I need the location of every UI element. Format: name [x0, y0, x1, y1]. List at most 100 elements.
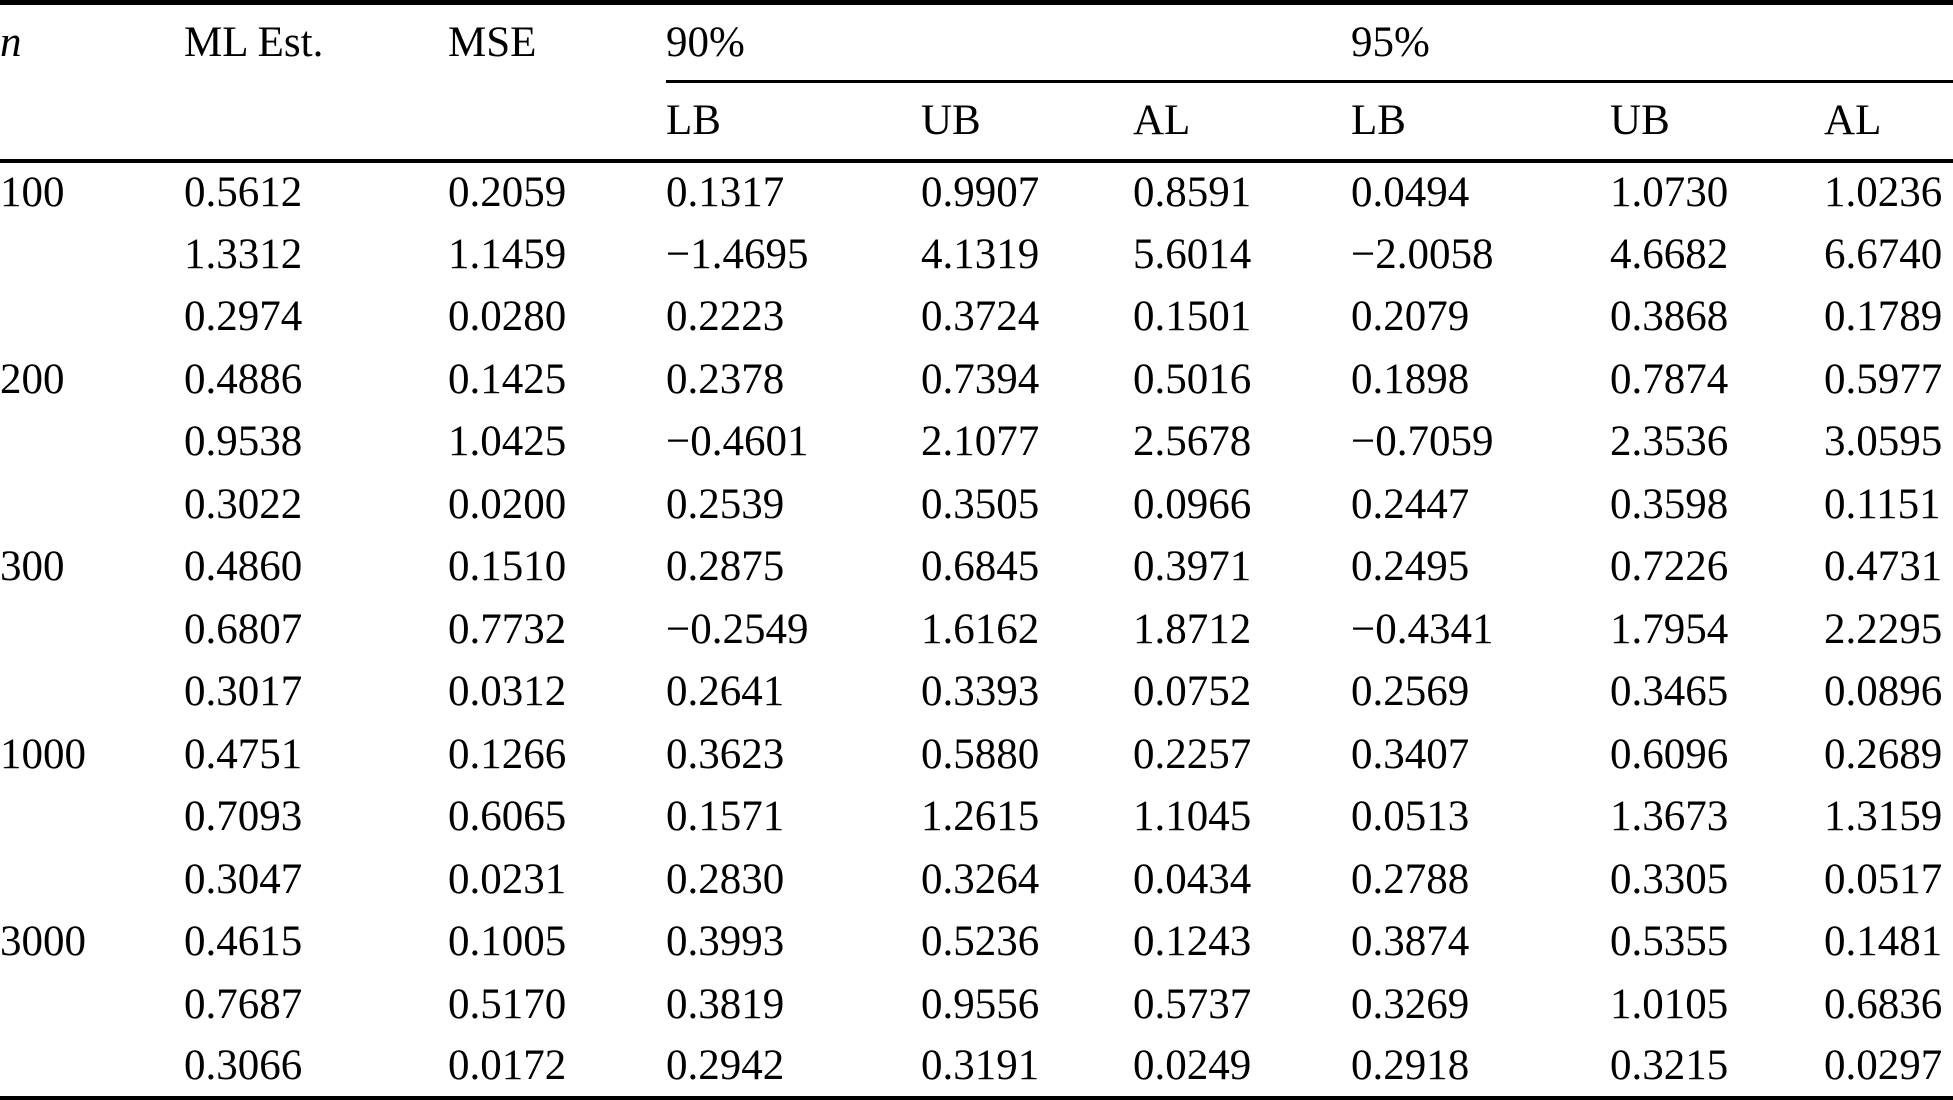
cell-95-lb: 0.2918 — [1351, 1042, 1470, 1090]
cell-mse: 0.0231 — [448, 855, 567, 903]
cell-90-al: 0.0434 — [1133, 855, 1252, 903]
cell-mse: 0.0280 — [448, 293, 567, 341]
cell-90-ub: 0.9907 — [921, 169, 1040, 217]
cell-90-lb: 0.1571 — [666, 793, 785, 841]
cell-90-ub: 0.3393 — [921, 668, 1040, 716]
table-row: 300 0.4860 0.1510 0.2875 0.6845 0.3971 0… — [0, 536, 1953, 599]
cell-90-al: 2.5678 — [1133, 418, 1252, 466]
cell-n: 100 — [0, 169, 65, 217]
cell-ml-est: 0.4615 — [184, 918, 303, 966]
cell-90-lb: 0.2378 — [666, 355, 785, 403]
cell-n — [0, 1036, 184, 1099]
cell-ml-est: 0.7093 — [184, 793, 303, 841]
cell-90-lb: 0.2875 — [666, 543, 785, 591]
column-header-mse: MSE — [448, 2, 666, 163]
cell-95-ub: 1.3673 — [1610, 793, 1729, 841]
cell-n — [0, 848, 184, 911]
cell-95-al: 0.1481 — [1824, 918, 1943, 966]
cell-95-al: 0.4731 — [1824, 543, 1943, 591]
table-row: 0.2974 0.0280 0.2223 0.3724 0.1501 0.207… — [0, 286, 1953, 349]
cell-90-ub: 2.1077 — [921, 418, 1040, 466]
table-body: 100 0.5612 0.2059 0.1317 0.9907 0.8591 0… — [0, 161, 1953, 1099]
cell-90-al: 0.5737 — [1133, 980, 1252, 1028]
cell-95-lb: 0.0513 — [1351, 793, 1470, 841]
table-row: 200 0.4886 0.1425 0.2378 0.7394 0.5016 0… — [0, 348, 1953, 411]
cell-90-al: 0.0752 — [1133, 668, 1252, 716]
cell-mse: 0.1510 — [448, 543, 567, 591]
cell-90-ub: 0.5236 — [921, 918, 1040, 966]
cell-95-ub: 1.7954 — [1610, 605, 1729, 653]
cell-ml-est: 0.4886 — [184, 355, 303, 403]
table-row: 1000 0.4751 0.1266 0.3623 0.5880 0.2257 … — [0, 723, 1953, 786]
cell-90-ub: 0.9556 — [921, 980, 1040, 1028]
cell-n: 300 — [0, 543, 65, 591]
cell-n — [0, 786, 184, 849]
cell-95-ub: 0.3305 — [1610, 855, 1729, 903]
cell-95-al: 6.6740 — [1824, 230, 1943, 278]
cell-90-lb: 0.3623 — [666, 730, 785, 778]
cell-95-ub: 0.3598 — [1610, 480, 1729, 528]
cell-90-ub: 0.6845 — [921, 543, 1040, 591]
cell-90-al: 0.0966 — [1133, 480, 1252, 528]
column-header-95-ub: UB — [1610, 81, 1825, 163]
cell-95-al: 0.0297 — [1824, 1042, 1943, 1090]
cell-mse: 0.0312 — [448, 668, 567, 716]
cell-95-lb: 0.1898 — [1351, 355, 1470, 403]
cell-n — [0, 286, 184, 349]
cell-ml-est: 0.4860 — [184, 543, 303, 591]
cell-95-lb: 0.2495 — [1351, 543, 1470, 591]
cell-ml-est: 0.3047 — [184, 855, 303, 903]
cell-90-lb: −0.4601 — [666, 418, 809, 466]
cell-mse: 0.0200 — [448, 480, 567, 528]
cell-95-ub: 0.6096 — [1610, 730, 1729, 778]
cell-mse: 0.6065 — [448, 793, 567, 841]
cell-95-lb: 0.3269 — [1351, 980, 1470, 1028]
cell-95-al: 0.5977 — [1824, 355, 1943, 403]
cell-n — [0, 223, 184, 286]
cell-90-lb: 0.3819 — [666, 980, 785, 1028]
cell-n: 3000 — [0, 918, 86, 966]
cell-ml-est: 0.3017 — [184, 668, 303, 716]
cell-90-lb: 0.1317 — [666, 169, 785, 217]
cell-90-al: 1.1045 — [1133, 793, 1252, 841]
cell-ml-est: 0.6807 — [184, 605, 303, 653]
table-row: 0.7093 0.6065 0.1571 1.2615 1.1045 0.051… — [0, 786, 1953, 849]
cell-95-lb: −0.4341 — [1351, 605, 1494, 653]
cell-mse: 1.1459 — [448, 230, 567, 278]
cell-90-ub: 0.3191 — [921, 1042, 1040, 1090]
cell-95-ub: 0.3215 — [1610, 1042, 1729, 1090]
cell-90-ub: 0.3264 — [921, 855, 1040, 903]
cell-90-ub: 0.3505 — [921, 480, 1040, 528]
cell-90-ub: 1.2615 — [921, 793, 1040, 841]
table-row: 1.3312 1.1459 −1.4695 4.1319 5.6014 −2.0… — [0, 223, 1953, 286]
cell-95-lb: 0.3407 — [1351, 730, 1470, 778]
column-header-ml-est: ML Est. — [184, 2, 448, 163]
cell-90-al: 5.6014 — [1133, 230, 1252, 278]
cell-n — [0, 973, 184, 1036]
cell-ml-est: 1.3312 — [184, 230, 303, 278]
cell-90-ub: 4.1319 — [921, 230, 1040, 278]
cell-n — [0, 473, 184, 536]
cell-ml-est: 0.3022 — [184, 480, 303, 528]
cell-ml-est: 0.7687 — [184, 980, 303, 1028]
cell-95-ub: 2.3536 — [1610, 418, 1729, 466]
group-header-95pct: 95% — [1351, 2, 1953, 83]
cell-90-al: 0.8591 — [1133, 169, 1252, 217]
cell-90-ub: 1.6162 — [921, 605, 1040, 653]
cell-mse: 0.1266 — [448, 730, 567, 778]
cell-90-al: 0.0249 — [1133, 1042, 1252, 1090]
cell-90-al: 0.1501 — [1133, 293, 1252, 341]
cell-ml-est: 0.4751 — [184, 730, 303, 778]
cell-90-lb: 0.2223 — [666, 293, 785, 341]
cell-95-ub: 0.7226 — [1610, 543, 1729, 591]
cell-95-ub: 1.0105 — [1610, 980, 1729, 1028]
cell-95-ub: 0.7874 — [1610, 355, 1729, 403]
cell-95-lb: 0.2447 — [1351, 480, 1470, 528]
cell-95-lb: 0.2569 — [1351, 668, 1470, 716]
cell-90-al: 0.1243 — [1133, 918, 1252, 966]
table-row: 0.6807 0.7732 −0.2549 1.6162 1.8712 −0.4… — [0, 598, 1953, 661]
cell-95-lb: 0.0494 — [1351, 169, 1470, 217]
cell-90-al: 0.3971 — [1133, 543, 1252, 591]
cell-mse: 0.7732 — [448, 605, 567, 653]
column-header-95-al: AL — [1824, 81, 1953, 163]
